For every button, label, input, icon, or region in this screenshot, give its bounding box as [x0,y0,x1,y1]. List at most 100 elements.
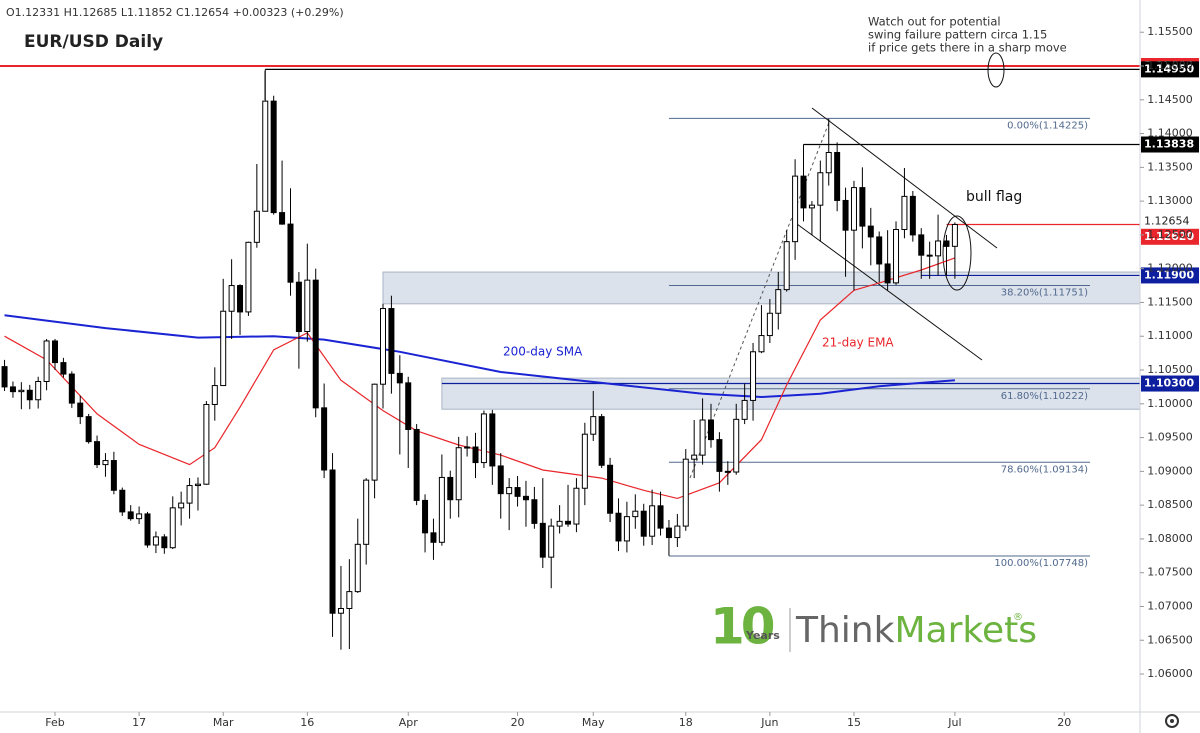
candle-body [699,419,706,456]
candle-body [127,511,134,520]
zone [382,271,1141,305]
settings-gear[interactable] [1165,714,1179,728]
y-tick-label: 1.06000 [1147,667,1193,680]
x-tick-label: 20 [511,716,525,729]
candle-body [539,522,546,558]
candle-body [144,513,151,546]
candle-body [682,458,689,527]
logo-number: 10 [710,598,774,656]
candle-body [766,312,773,337]
candle-body [750,351,757,401]
fib-label: 78.60%(1.09134) [1001,464,1088,475]
candle-body [119,489,126,513]
candle-body [691,454,698,460]
logo: 10 Years ThinkMarkets ® [710,598,1037,656]
level-label-box [1141,375,1199,392]
y-tick-label: 1.14500 [1147,93,1193,106]
y-tick-label: 1.13000 [1147,194,1193,207]
candle-body [640,510,647,537]
settings-gear-center [1170,719,1174,723]
candle-body [598,416,605,466]
highlight-ellipse [987,52,1005,88]
logo-markets: Markets [894,610,1037,651]
candle-body [304,279,311,333]
candle-body [607,464,614,514]
candle-body [18,389,25,393]
level-label-box [1141,228,1199,245]
candle-body [758,335,765,353]
y-tick-label: 1.08000 [1147,532,1193,545]
candle-body [581,433,588,489]
level-label: 1.12620 [1144,230,1194,243]
candles [1,69,958,650]
candle-body [430,532,437,543]
candle-body [60,362,67,375]
candle-body [354,543,361,593]
annotation: Watch out for potential [868,15,1001,29]
candle-body [26,389,33,401]
settings-icon[interactable] [1165,714,1179,728]
level-label: 1.11900 [1144,268,1194,281]
candle-body [455,447,462,501]
candle-body [497,465,504,495]
candle-body [43,340,50,383]
candle-body [52,340,59,364]
candle-body [480,413,487,464]
y-tick-label: 1.10500 [1147,363,1193,376]
level-label: 1.12654 [1144,214,1190,227]
candle-body [186,485,193,504]
candle-body [270,100,277,214]
x-tick-label: 16 [300,716,314,729]
candle-body [665,527,672,539]
candle-body [9,386,16,393]
candle-body [918,234,925,256]
candle-body [859,187,866,227]
candle-body [935,240,942,257]
candle-body [909,195,916,236]
candle-body [733,418,740,473]
candle-body [724,470,731,473]
candle-body [253,210,260,243]
candle-body [808,204,815,209]
y-tick-label: 1.11000 [1147,329,1193,342]
candle-body [396,372,403,384]
y-tick-label: 1.07000 [1147,599,1193,612]
candle-body [85,416,92,443]
candle-body [1,366,8,388]
level-label-box [1141,61,1199,78]
candle-body [834,151,841,201]
indicator-line [4,257,956,500]
candle-body [464,446,471,449]
candle-body [707,419,714,441]
ohlc-header: O1.12331 H1.12685 L1.11852 C1.12654 +0.0… [6,6,344,19]
candle-body [203,403,210,485]
candle-body [926,254,933,257]
candle-body [211,385,218,405]
candle-body [876,236,883,265]
candle-body [489,413,496,467]
candle-body [279,212,286,225]
level-label: 1.10300 [1144,377,1194,390]
candle-body [850,187,857,231]
candle-body [531,499,538,524]
fib-label: 100.00%(1.07748) [994,558,1088,569]
candle-body [194,483,201,487]
candle-body [136,513,143,520]
candle-body [623,516,630,542]
y-tick-label: 1.06500 [1147,633,1193,646]
y-tick-label: 1.12000 [1147,262,1193,275]
candle-body [35,381,42,401]
candle-body [514,487,521,497]
level-label-box [1141,136,1199,153]
candle-body [228,285,235,312]
fibonacci: 0.00%(1.14225) 38.20%(1.11751) 61.80%(1.10… [668,117,1090,569]
candle-body [867,225,874,238]
candle-body [674,525,681,539]
highlight-ellipse [942,215,972,291]
y-tick-label: 1.12500 [1147,228,1193,241]
candle-body [178,502,185,509]
candle-body [312,279,319,409]
y-tick-label: 1.10000 [1147,397,1193,410]
